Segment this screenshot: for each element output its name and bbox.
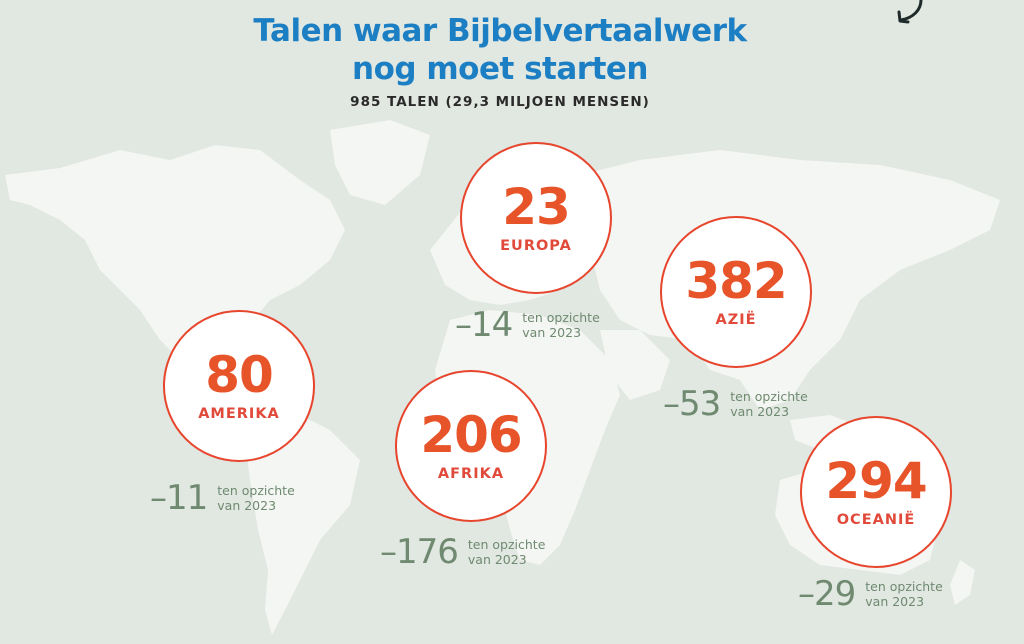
region-label: AMERIKA (198, 406, 280, 422)
region-bubble-amerika: 80 AMERIKA (163, 310, 315, 462)
region-value: 294 (825, 452, 927, 510)
delta-note: ten opzichte van 2023 (467, 537, 546, 567)
region-label: OCEANIË (836, 512, 916, 528)
delta-note: ten opzichte van 2023 (865, 579, 943, 609)
delta-note: ten opzichte van 2023 (730, 389, 808, 419)
region-value: 23 (502, 178, 571, 236)
landmass-new-zealand (950, 560, 975, 605)
region-value: 206 (420, 406, 522, 464)
region-bubble-oceanie: 294 OCEANIË (800, 416, 952, 568)
region-delta-azie: –53 ten opzichte van 2023 (663, 384, 808, 424)
delta-value: –53 (663, 384, 721, 424)
region-delta-afrika: –176 ten opzichte van 2023 (380, 532, 545, 572)
landmass-greenland (330, 120, 430, 205)
region-label: EUROPA (500, 238, 572, 254)
region-bubble-europa: 23 EUROPA (460, 142, 612, 294)
landmass-south-america (245, 410, 360, 635)
landmass-arabia (600, 330, 670, 400)
delta-value: –14 (455, 305, 513, 345)
arrow-icon (897, 0, 923, 24)
delta-note: ten opzichte van 2023 (522, 310, 600, 340)
region-value: 80 (205, 346, 274, 404)
page-title-line2: nog moet starten (352, 51, 648, 87)
region-delta-amerika: –11 ten opzichte van 2023 (150, 478, 295, 518)
delta-value: –11 (150, 478, 208, 518)
delta-value: –176 (380, 532, 459, 572)
delta-value: –29 (798, 574, 856, 614)
page-title-line1: Talen waar Bijbelvertaalwerk (253, 13, 747, 49)
region-delta-europa: –14 ten opzichte van 2023 (455, 305, 600, 345)
region-value: 382 (685, 252, 787, 310)
delta-note: ten opzichte van 2023 (217, 483, 295, 513)
region-bubble-azie: 382 AZIË (660, 216, 812, 368)
landmass-north-america (5, 145, 345, 370)
page-subtitle: 985 TALEN (29,3 MILJOEN MENSEN) (350, 94, 650, 110)
region-delta-oceanie: –29 ten opzichte van 2023 (798, 574, 943, 614)
region-label: AZIË (715, 312, 757, 328)
region-bubble-afrika: 206 AFRIKA (395, 370, 547, 522)
region-label: AFRIKA (437, 466, 505, 482)
